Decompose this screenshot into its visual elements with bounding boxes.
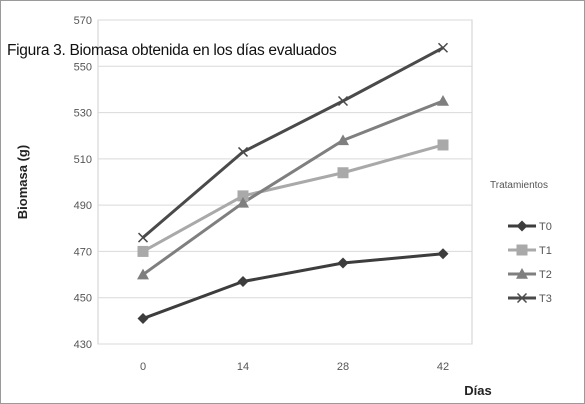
plot-area: 430 450 470 490 510 530 550 570 0 14 28 42 — [74, 15, 473, 373]
y-tick-label: 570 — [74, 15, 92, 27]
data-point-t1 — [337, 167, 349, 179]
y-tick-label: 450 — [74, 293, 92, 305]
data-point-t2 — [237, 196, 249, 208]
legend-label: T0 — [539, 221, 552, 233]
y-tick-label: 530 — [74, 108, 92, 120]
data-point-t2 — [137, 268, 149, 280]
series-line-t0 — [142, 252, 444, 320]
data-point-t1 — [137, 245, 149, 257]
legend-label: T3 — [539, 293, 552, 305]
data-point-t3 — [137, 232, 149, 243]
y-axis-ticks: 430 450 470 490 510 530 550 570 — [74, 15, 92, 351]
x-tick-label: 28 — [337, 361, 349, 373]
legend-swatch-marker — [516, 220, 528, 232]
series-line-t3 — [142, 46, 444, 239]
legend-label: T1 — [539, 245, 552, 257]
legend-item-t2: T2 — [508, 268, 552, 281]
data-point-t3 — [337, 95, 349, 107]
data-point-t1 — [437, 139, 449, 151]
data-point-t1 — [237, 190, 249, 202]
series-line-t1 — [142, 143, 444, 253]
x-tick-label: 14 — [237, 361, 249, 373]
series-markers — [137, 42, 449, 325]
legend-label: T2 — [539, 269, 552, 281]
y-tick-label: 430 — [74, 339, 92, 351]
data-point-t2 — [337, 134, 349, 146]
legend-swatch-marker — [516, 268, 528, 279]
legend-items: T0 T1 T2 T3 — [508, 220, 552, 305]
data-point-t0 — [437, 248, 449, 260]
legend-title: Tratamientos — [490, 180, 548, 191]
legend-swatch-marker — [516, 292, 528, 304]
figure-caption: Figura 3. Biomasa obtenida en los días e… — [7, 42, 337, 59]
legend-item-t0: T0 — [508, 220, 552, 233]
marker-stroke — [337, 95, 349, 107]
x-tick-label: 0 — [140, 361, 146, 373]
legend-swatch-marker — [516, 244, 528, 256]
data-point-t0 — [337, 257, 349, 269]
data-point-t2 — [437, 95, 449, 106]
y-tick-label: 490 — [74, 200, 92, 212]
y-tick-label: 470 — [74, 246, 92, 258]
y-axis-label: Biomasa (g) — [15, 145, 30, 219]
y-tick-label: 550 — [74, 61, 92, 73]
marker-stroke — [516, 292, 528, 304]
data-point-t3 — [437, 42, 449, 53]
x-axis-ticks: 0 14 28 42 — [140, 361, 449, 373]
data-point-t0 — [237, 276, 249, 288]
series-lines — [142, 46, 444, 320]
marker-stroke — [437, 42, 449, 53]
plot-background — [97, 19, 473, 345]
marker-stroke — [137, 232, 149, 243]
y-tick-label: 510 — [74, 154, 92, 166]
x-axis-label: Días — [464, 383, 491, 398]
data-point-t0 — [137, 313, 149, 325]
series-line-t2 — [142, 99, 444, 276]
legend-item-t3: T3 — [508, 292, 552, 305]
legend-item-t1: T1 — [508, 244, 552, 257]
legend: Tratamientos T0 T1 T2 T3 — [490, 180, 552, 305]
x-tick-label: 42 — [437, 361, 449, 373]
data-point-t3 — [237, 146, 249, 157]
marker-stroke — [237, 146, 249, 157]
